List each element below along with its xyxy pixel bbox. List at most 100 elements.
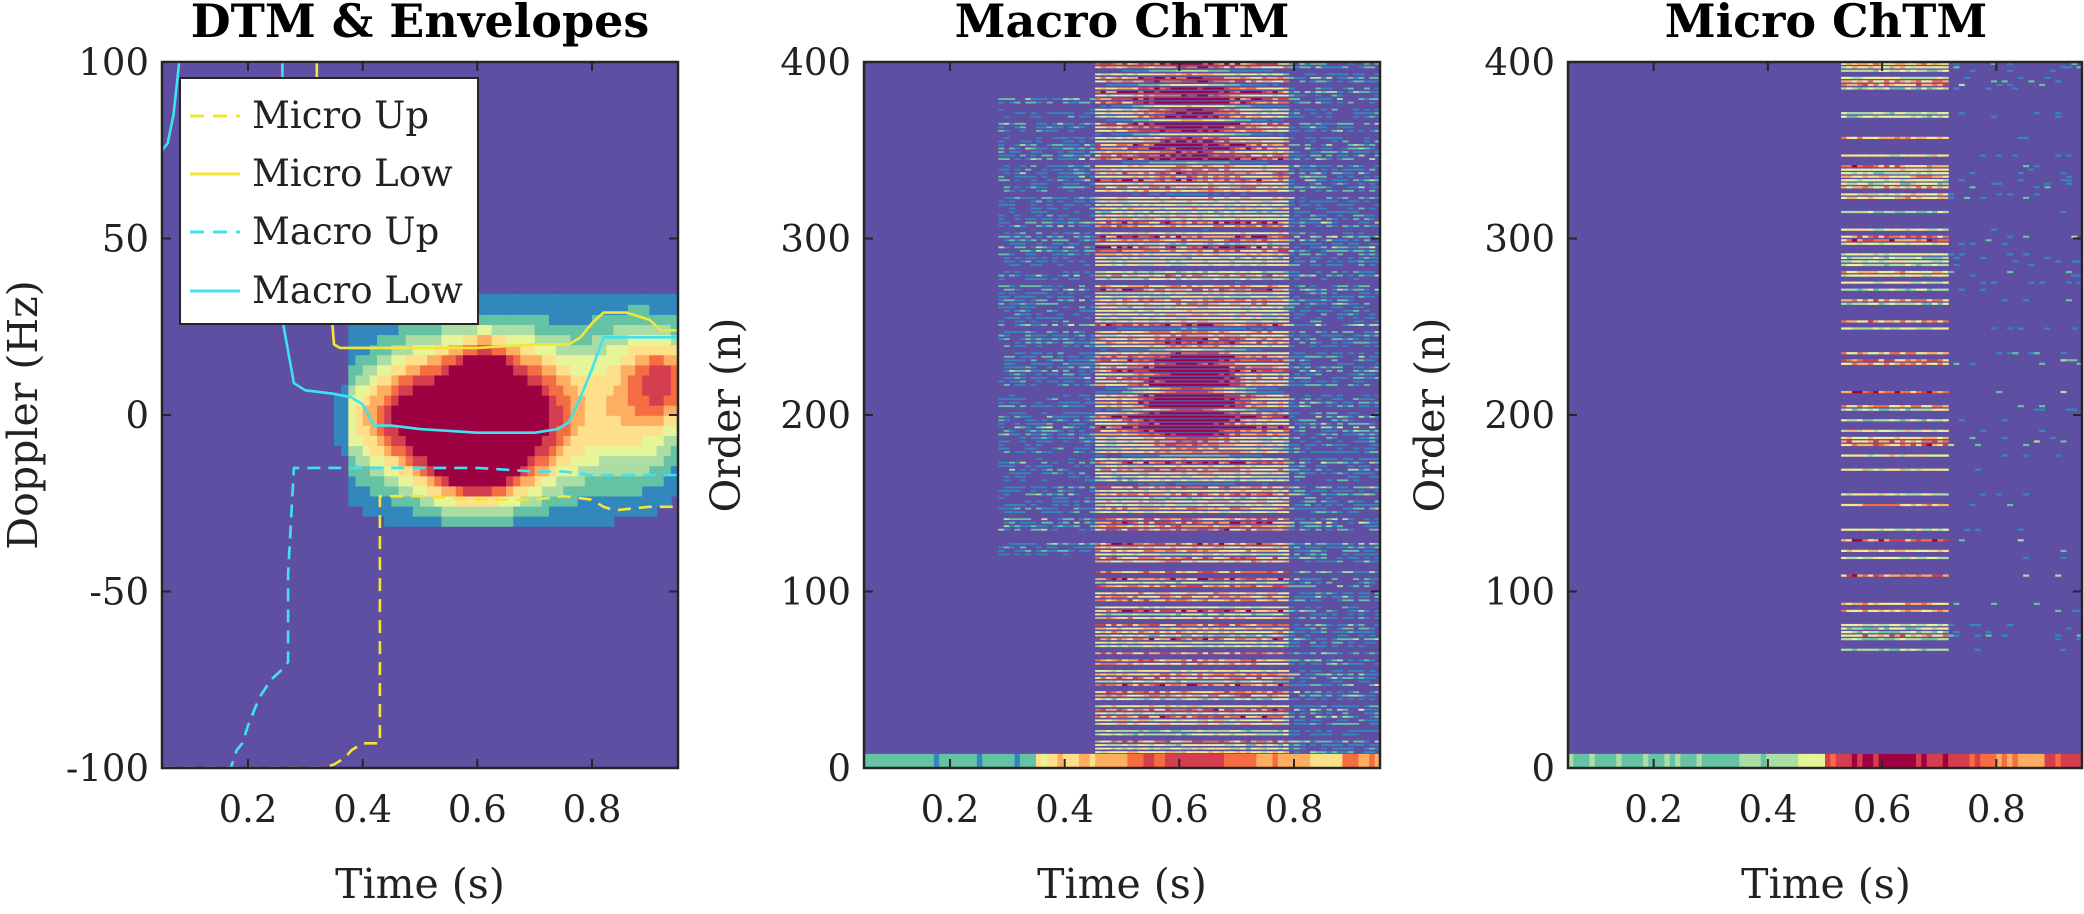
heatmap-cell bbox=[1320, 433, 1327, 436]
heatmap-cell bbox=[1191, 528, 1198, 531]
heatmap-cell bbox=[1111, 528, 1118, 531]
heatmap-cell bbox=[1256, 712, 1263, 715]
heatmap-cell bbox=[455, 515, 464, 527]
heatmap-cell bbox=[1122, 645, 1128, 648]
heatmap-cell bbox=[1208, 500, 1214, 503]
heatmap-cell bbox=[627, 455, 636, 467]
heatmap-cell bbox=[1331, 670, 1338, 672]
heatmap-cell bbox=[1202, 454, 1209, 457]
heatmap-cell bbox=[391, 445, 400, 457]
heatmap-cell bbox=[1154, 581, 1161, 584]
heatmap-cell bbox=[1170, 722, 1177, 725]
heatmap-cell bbox=[1154, 708, 1161, 711]
heatmap-cell bbox=[656, 293, 665, 305]
heatmap-cell bbox=[1315, 662, 1322, 665]
heatmap-cell bbox=[1288, 557, 1295, 559]
heatmap-cell bbox=[412, 425, 421, 436]
heatmap-cell bbox=[1159, 730, 1166, 732]
heatmap-cell bbox=[1245, 670, 1252, 672]
heatmap-cell bbox=[1374, 715, 1381, 718]
heatmap-cell bbox=[1245, 641, 1252, 644]
heatmap-cell bbox=[1234, 553, 1241, 556]
heatmap-cell bbox=[541, 485, 550, 497]
heatmap-cell bbox=[1191, 578, 1198, 581]
heatmap-cell bbox=[1283, 606, 1290, 609]
heatmap-cell bbox=[1229, 528, 1236, 531]
heatmap-cell bbox=[1218, 638, 1225, 641]
heatmap-cell bbox=[1358, 458, 1365, 461]
heatmap-cell bbox=[1229, 708, 1236, 711]
heatmap-cell bbox=[1234, 708, 1241, 711]
heatmap-cell bbox=[1304, 638, 1311, 641]
heatmap-cell bbox=[1202, 722, 1209, 725]
heatmap-cell bbox=[384, 384, 393, 396]
heatmap-cell bbox=[1122, 705, 1128, 708]
heatmap-cell bbox=[384, 324, 393, 336]
heatmap-cell bbox=[1251, 489, 1257, 492]
heatmap-cell bbox=[434, 495, 443, 507]
heatmap-cell bbox=[1224, 507, 1231, 510]
heatmap-cell bbox=[670, 364, 679, 376]
heatmap-cell bbox=[441, 394, 450, 406]
heatmap-cell bbox=[1100, 617, 1107, 619]
heatmap-cell bbox=[1218, 429, 1225, 432]
heatmap-cell bbox=[1229, 592, 1236, 595]
heatmap-cell bbox=[613, 334, 622, 346]
heatmap-cell bbox=[1353, 694, 1360, 697]
heatmap-cell bbox=[1202, 694, 1209, 697]
heatmap-cell bbox=[1229, 606, 1236, 609]
heatmap-cell bbox=[1095, 715, 1102, 718]
heatmap-cell bbox=[1358, 504, 1365, 506]
heatmap-cell bbox=[1202, 542, 1209, 545]
heatmap-cell bbox=[1234, 557, 1241, 559]
heatmap-cell bbox=[391, 505, 400, 517]
heatmap-cell bbox=[1213, 712, 1220, 715]
heatmap-cell bbox=[570, 455, 579, 467]
heatmap-cell bbox=[1175, 610, 1182, 612]
heatmap-cell bbox=[1197, 429, 1204, 432]
heatmap-cell bbox=[463, 415, 471, 426]
heatmap-cell bbox=[1299, 504, 1306, 506]
heatmap-cell bbox=[1353, 705, 1360, 708]
heatmap-cell bbox=[1234, 747, 1241, 750]
heatmap-cell bbox=[656, 485, 665, 497]
heatmap-cell bbox=[1186, 581, 1193, 584]
heatmap-cell bbox=[1068, 458, 1075, 461]
heatmap-cell bbox=[1132, 715, 1139, 718]
heatmap-cell bbox=[1251, 733, 1257, 736]
heatmap-cell bbox=[1256, 747, 1263, 750]
heatmap-cell bbox=[1095, 610, 1102, 612]
heatmap-cell bbox=[1041, 472, 1048, 475]
heatmap-cell bbox=[1224, 437, 1231, 439]
heatmap-cell bbox=[1154, 458, 1161, 461]
heatmap-cell bbox=[1019, 504, 1026, 506]
heatmap-cell bbox=[398, 404, 407, 416]
heatmap-cell bbox=[1138, 546, 1145, 549]
heatmap-cell bbox=[1143, 744, 1150, 746]
heatmap-cell bbox=[1208, 677, 1214, 679]
heatmap-cell bbox=[1256, 500, 1263, 503]
heatmap-cell bbox=[1218, 525, 1225, 528]
heatmap-cell bbox=[1127, 493, 1134, 496]
heatmap-cell bbox=[1234, 440, 1241, 443]
heatmap-cell bbox=[1240, 712, 1247, 715]
heatmap-cell bbox=[1315, 578, 1322, 581]
heatmap-cell bbox=[1181, 578, 1188, 581]
heatmap-cell bbox=[1100, 521, 1107, 524]
heatmap-cell bbox=[1181, 677, 1188, 679]
heatmap-cell bbox=[642, 455, 651, 467]
heatmap-cell bbox=[1208, 645, 1214, 648]
heatmap-cell bbox=[1224, 733, 1231, 736]
heatmap-cell bbox=[1014, 518, 1021, 521]
heatmap-cell bbox=[1165, 444, 1171, 446]
heatmap-cell bbox=[1208, 691, 1214, 694]
heatmap-cell bbox=[377, 505, 385, 517]
heatmap-cell bbox=[1191, 525, 1198, 528]
heatmap-cell bbox=[1079, 486, 1085, 489]
heatmap-cell bbox=[1315, 595, 1322, 598]
heatmap-cell bbox=[1369, 486, 1376, 489]
x-axis-label-dtm: Time (s) bbox=[335, 860, 505, 908]
heatmap-cell bbox=[334, 404, 342, 416]
heatmap-cell bbox=[1342, 433, 1349, 436]
heatmap-cell bbox=[1288, 447, 1295, 450]
